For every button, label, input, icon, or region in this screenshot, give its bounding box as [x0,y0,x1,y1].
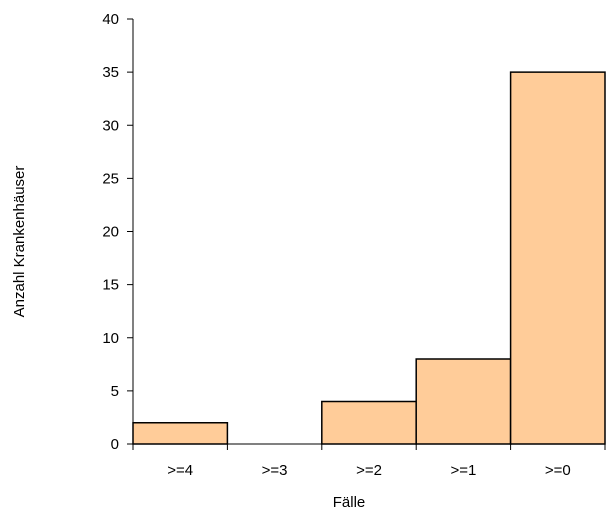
x-tick-label: >=4 [167,462,193,479]
y-tick-label: 0 [111,436,119,453]
y-tick-label: 35 [102,64,119,81]
bar->=4 [132,422,229,445]
bars-group [132,71,606,445]
y-tick-label: 25 [102,170,119,187]
bar->=1 [415,358,512,445]
x-ticks-group: >=4 >=3 >=2 >=1 >=0 [132,444,606,479]
x-axis-title: Fälle [333,494,366,511]
y-tick-label: 30 [102,117,119,134]
y-ticks-group: 0 5 10 15 20 25 30 35 40 [102,11,133,453]
y-tick-label: 20 [102,224,119,241]
x-tick-label: >=0 [545,462,571,479]
y-tick-label: 40 [102,11,119,28]
y-tick-label: 5 [111,383,119,400]
y-tick-label: 15 [102,277,119,294]
x-tick-label: >=3 [262,462,288,479]
y-axis-title: Anzahl Krankenhäuser [11,166,28,318]
x-tick-label: >=2 [356,462,382,479]
bar->=2 [321,400,417,445]
y-tick-label: 10 [102,330,119,347]
x-tick-label: >=1 [450,462,476,479]
bar->=0 [509,71,606,445]
